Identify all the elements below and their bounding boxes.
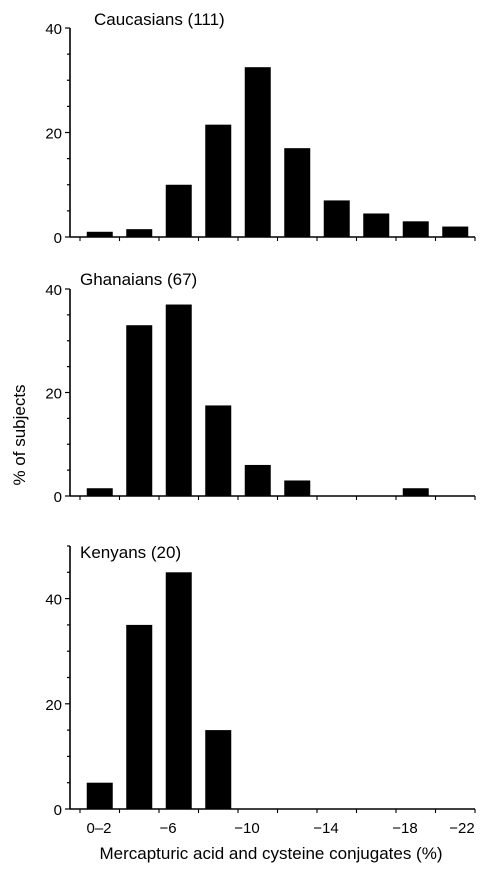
- y-tick-label: 0: [54, 802, 62, 819]
- bar: [86, 231, 113, 237]
- y-tick-label: 20: [45, 386, 62, 403]
- bar: [244, 464, 271, 496]
- y-tick-label: 20: [45, 697, 62, 714]
- bar: [284, 148, 311, 237]
- bar: [284, 480, 311, 496]
- bar: [126, 624, 153, 809]
- bar: [126, 325, 153, 496]
- y-tick-label: 0: [54, 489, 62, 506]
- x-tick-label: −14: [313, 820, 338, 837]
- bar: [126, 229, 153, 237]
- y-tick-label: 40: [45, 592, 62, 609]
- bar: [205, 730, 232, 809]
- y-axis-label: % of subjects: [10, 384, 29, 485]
- x-tick-label: 0–2: [86, 820, 111, 837]
- bar: [165, 184, 192, 237]
- bar: [86, 782, 113, 809]
- panel-1: Caucasians (111) 0 20 40: [45, 10, 476, 247]
- bar: [323, 200, 350, 237]
- bar: [402, 221, 429, 237]
- bar: [363, 213, 390, 237]
- panel-title: Ghanaians (67): [80, 270, 197, 289]
- y-tick-label: 40: [45, 21, 62, 38]
- bar: [86, 488, 113, 496]
- bar: [165, 572, 192, 809]
- bar: [165, 304, 192, 496]
- x-axis-label: Mercapturic acid and cysteine conjugates…: [100, 844, 443, 863]
- panel-2: Ghanaians (67) 0 20 40: [45, 270, 476, 506]
- bar: [205, 124, 232, 237]
- panel-title: Kenyans (20): [80, 543, 181, 562]
- panel-3: Kenyans (20) 0 20 40: [45, 543, 476, 819]
- bar: [442, 226, 469, 237]
- bar: [244, 67, 271, 237]
- y-tick-label: 20: [45, 126, 62, 143]
- panels: Caucasians (111) 0 20 40 Ghanaians (67) 0 20 40…: [45, 10, 476, 837]
- x-tick-label: −10: [234, 820, 259, 837]
- y-tick-label: 0: [54, 230, 62, 247]
- y-tick-label: 40: [45, 282, 62, 299]
- bar: [205, 405, 232, 496]
- bar: [402, 488, 429, 496]
- panel-title: Caucasians (111): [94, 10, 225, 29]
- x-tick-label: −18: [392, 820, 417, 837]
- x-tick-label: −22: [449, 820, 474, 837]
- x-tick-label: −6: [159, 820, 176, 837]
